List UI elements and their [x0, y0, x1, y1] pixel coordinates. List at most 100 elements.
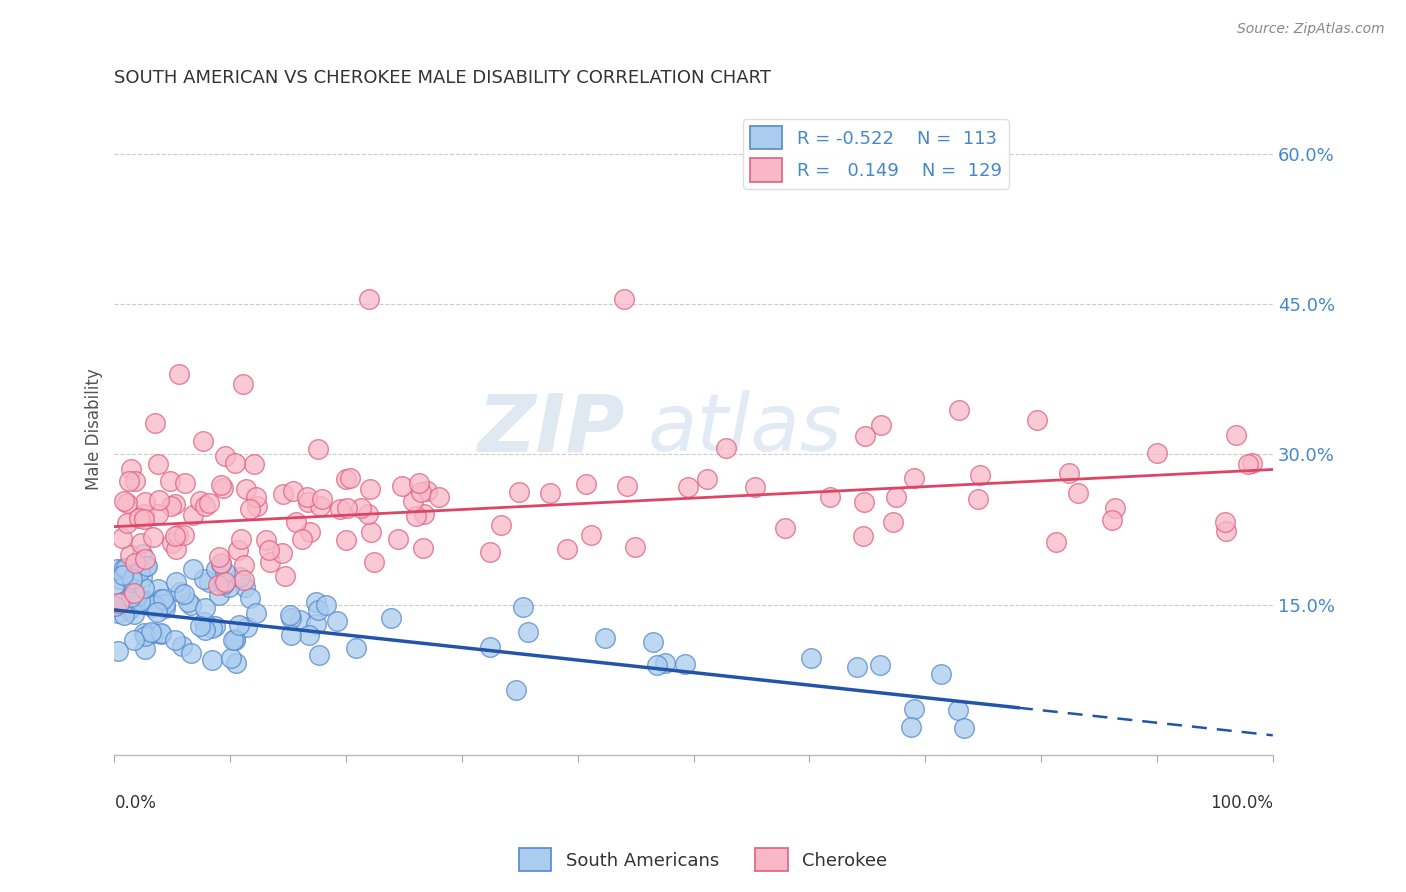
- Point: [579, 528, 602, 542]
- Point: [107, 644, 129, 658]
- Point: [903, 471, 925, 485]
- Point: [773, 521, 796, 535]
- Point: [115, 516, 138, 530]
- Point: [228, 617, 250, 632]
- Text: SOUTH AMERICAN VS CHEROKEE MALE DISABILITY CORRELATION CHART: SOUTH AMERICAN VS CHEROKEE MALE DISABILI…: [114, 69, 772, 87]
- Point: [285, 515, 308, 529]
- Point: [308, 648, 330, 663]
- Point: [239, 502, 262, 516]
- Point: [344, 640, 367, 655]
- Point: [159, 475, 181, 489]
- Point: [104, 599, 127, 614]
- Point: [110, 572, 132, 586]
- Point: [643, 634, 665, 648]
- Point: [118, 596, 141, 610]
- Point: [152, 591, 174, 606]
- Y-axis label: Male Disability: Male Disability: [86, 368, 103, 491]
- Legend: South Americans, Cherokee: South Americans, Cherokee: [512, 841, 894, 879]
- Point: [118, 601, 141, 615]
- Point: [335, 472, 357, 486]
- Point: [882, 516, 904, 530]
- Point: [645, 658, 668, 673]
- Point: [204, 618, 226, 632]
- Point: [380, 611, 402, 625]
- Point: [207, 578, 229, 592]
- Point: [108, 596, 131, 610]
- Point: [409, 485, 432, 500]
- Point: [1059, 466, 1081, 480]
- Point: [146, 507, 169, 521]
- Point: [613, 292, 636, 306]
- Point: [188, 619, 211, 633]
- Point: [122, 633, 145, 648]
- Point: [150, 592, 173, 607]
- Point: [224, 456, 246, 470]
- Point: [359, 482, 381, 496]
- Point: [118, 474, 141, 488]
- Point: [297, 495, 319, 509]
- Point: [869, 658, 891, 673]
- Point: [387, 533, 409, 547]
- Point: [148, 492, 170, 507]
- Point: [142, 530, 165, 544]
- Point: [903, 702, 925, 716]
- Point: [489, 518, 512, 533]
- Point: [122, 586, 145, 600]
- Point: [329, 502, 352, 516]
- Point: [239, 591, 262, 605]
- Point: [135, 558, 157, 573]
- Point: [172, 639, 194, 653]
- Point: [226, 543, 249, 558]
- Point: [201, 653, 224, 667]
- Point: [311, 491, 333, 506]
- Point: [134, 629, 156, 643]
- Point: [948, 402, 970, 417]
- Point: [716, 442, 738, 456]
- Point: [235, 620, 257, 634]
- Point: [259, 555, 281, 569]
- Point: [224, 632, 246, 646]
- Point: [167, 527, 190, 541]
- Point: [359, 292, 381, 306]
- Point: [952, 721, 974, 735]
- Point: [134, 641, 156, 656]
- Point: [208, 588, 231, 602]
- Point: [209, 478, 232, 492]
- Point: [851, 529, 873, 543]
- Point: [402, 493, 425, 508]
- Point: [1215, 515, 1237, 529]
- Point: [853, 428, 876, 442]
- Point: [696, 472, 718, 486]
- Point: [214, 566, 236, 580]
- Point: [233, 580, 256, 594]
- Point: [117, 496, 139, 510]
- Text: 0.0%: 0.0%: [114, 795, 156, 813]
- Point: [884, 491, 907, 505]
- Point: [218, 580, 240, 594]
- Point: [111, 568, 134, 582]
- Point: [146, 605, 169, 619]
- Point: [111, 531, 134, 545]
- Point: [243, 457, 266, 471]
- Point: [134, 626, 156, 640]
- Point: [201, 621, 224, 635]
- Point: [224, 633, 246, 648]
- Point: [290, 613, 312, 627]
- Point: [198, 574, 221, 589]
- Point: [291, 532, 314, 546]
- Point: [165, 542, 187, 557]
- Point: [180, 646, 202, 660]
- Point: [135, 559, 157, 574]
- Point: [211, 481, 233, 495]
- Point: [232, 573, 254, 587]
- Point: [339, 471, 361, 485]
- Point: [139, 624, 162, 639]
- Point: [194, 601, 217, 615]
- Point: [508, 485, 530, 500]
- Point: [121, 572, 143, 586]
- Point: [335, 533, 357, 548]
- Point: [846, 660, 869, 674]
- Point: [305, 595, 328, 609]
- Point: [516, 624, 538, 639]
- Point: [307, 442, 329, 456]
